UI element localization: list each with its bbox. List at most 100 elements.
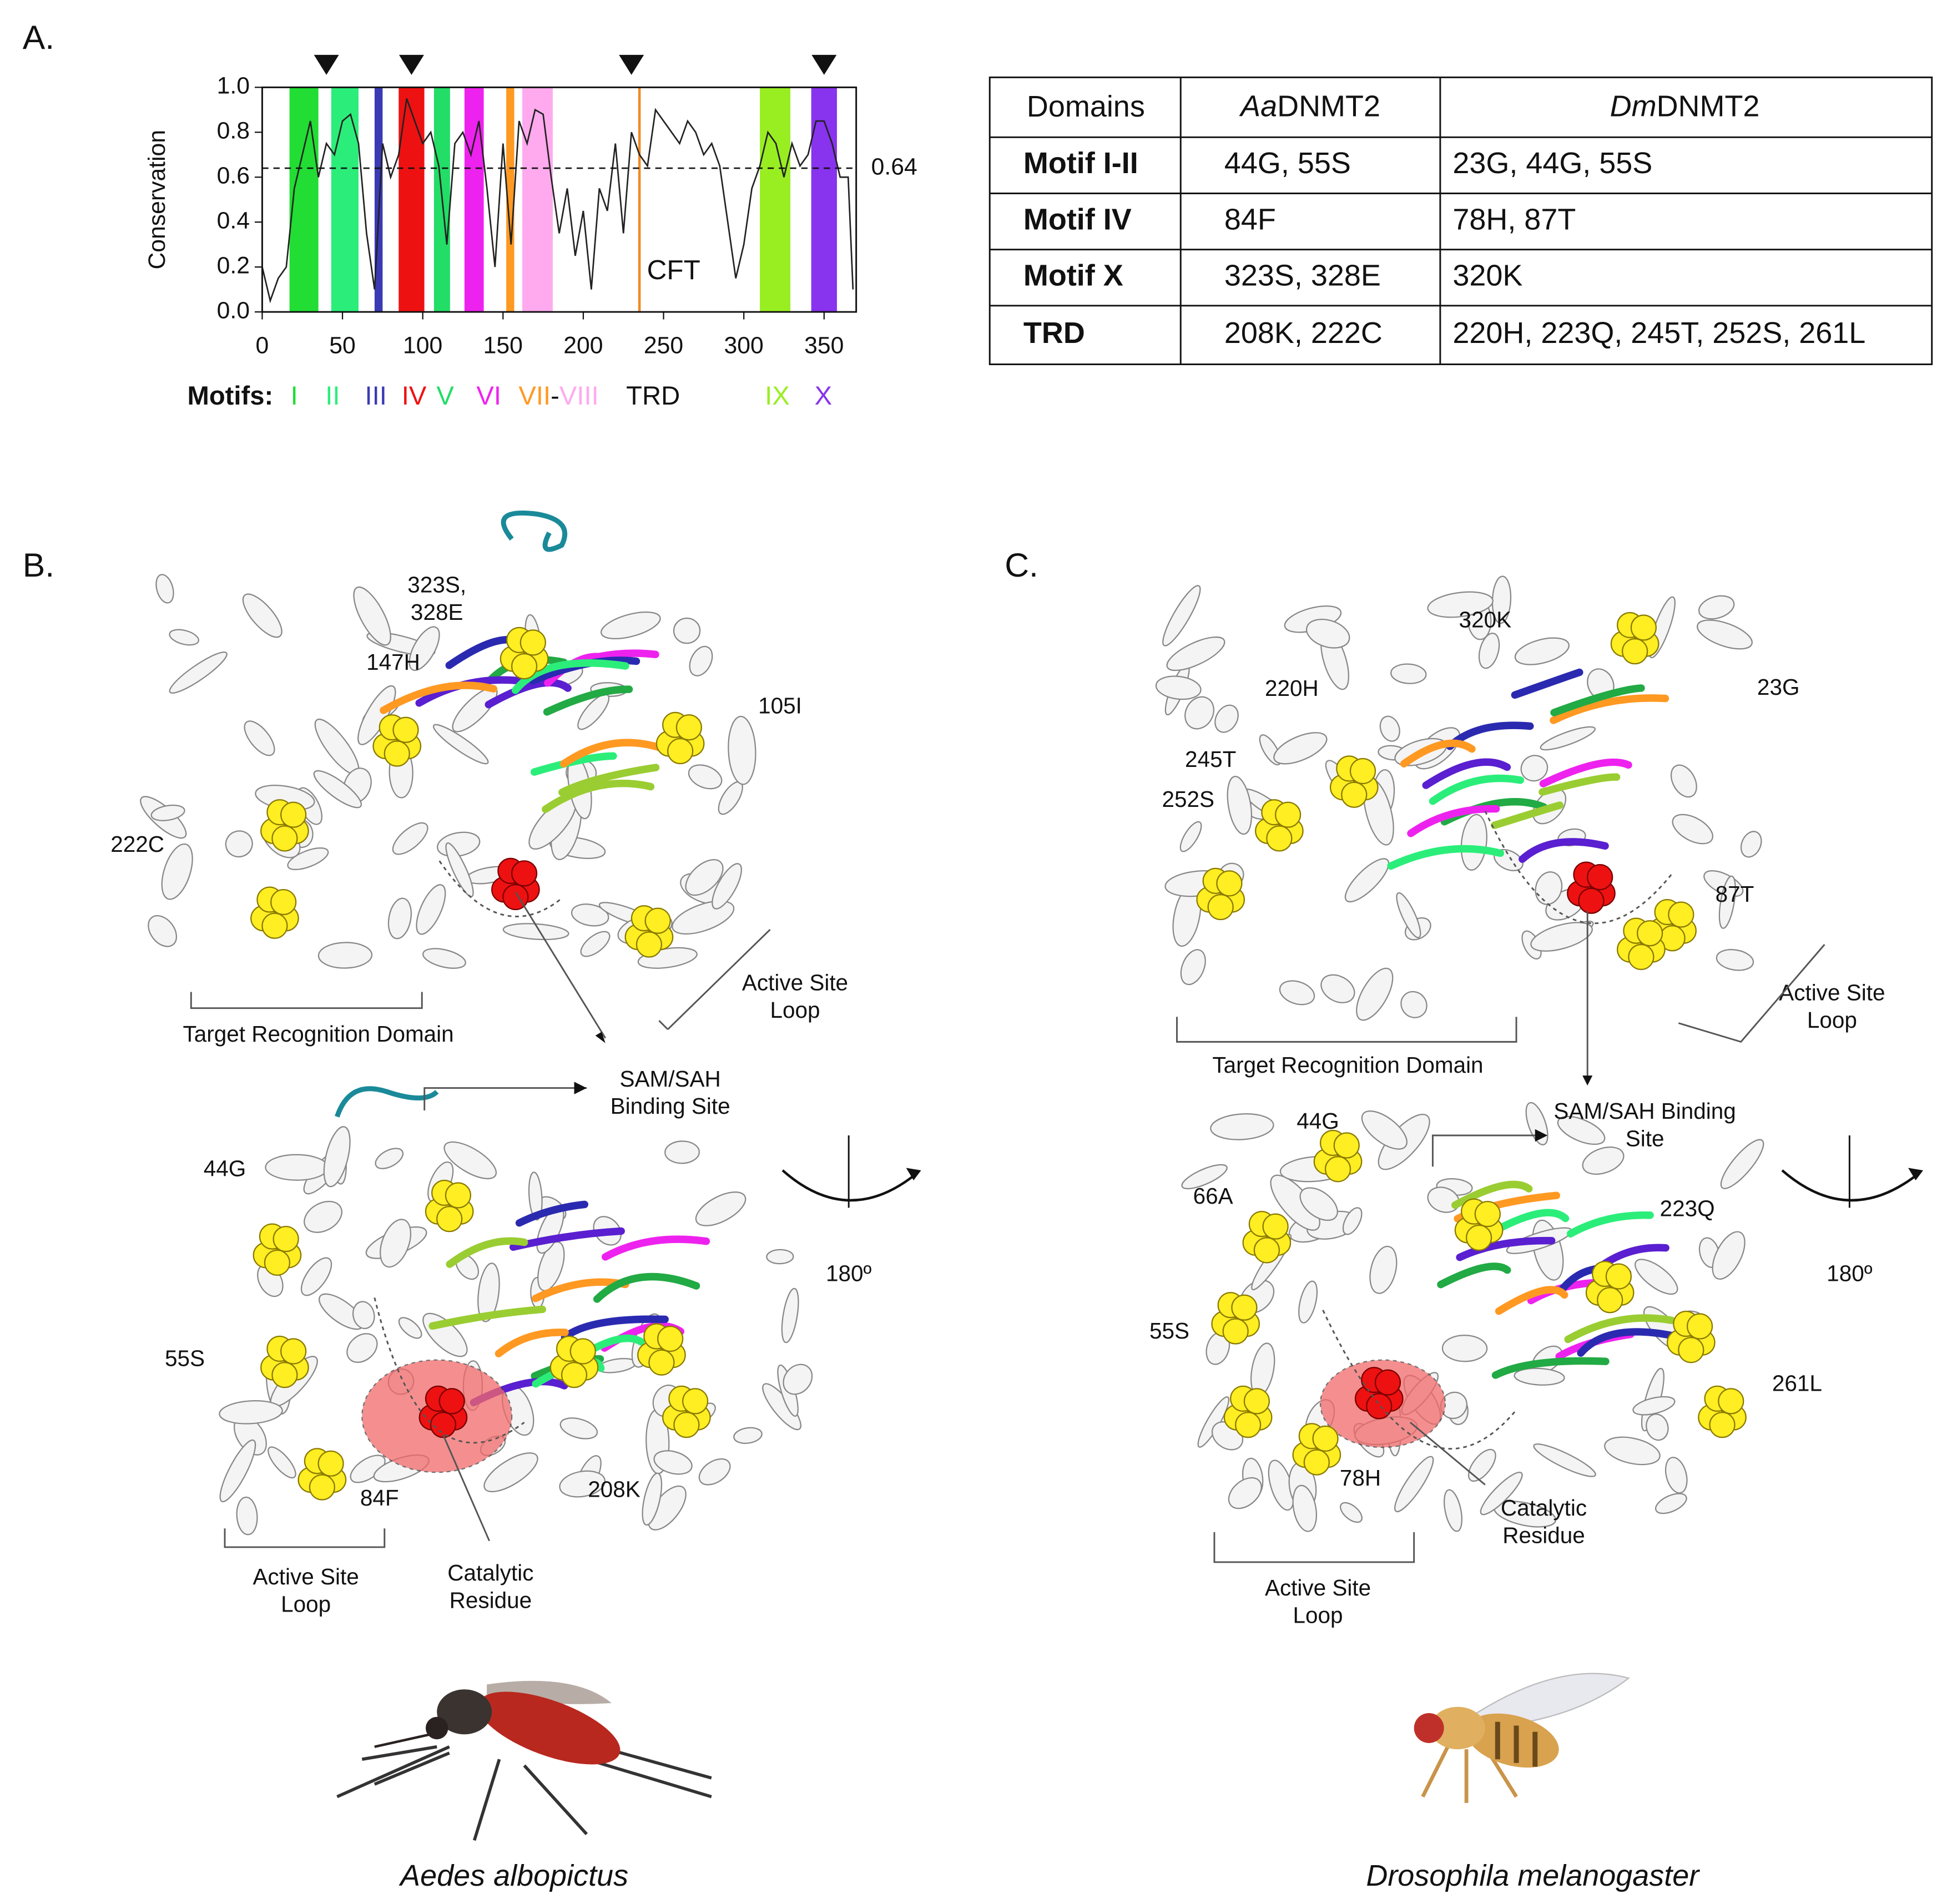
ribbon [1480, 1472, 1523, 1516]
ribbon [559, 1417, 598, 1440]
colored-strand [1495, 1286, 1568, 1315]
annotation: 328E [411, 599, 463, 625]
ribbon [1228, 1477, 1262, 1509]
sphere [1668, 901, 1694, 928]
ribbon [537, 1241, 565, 1291]
x-tick-label: 50 [329, 332, 356, 358]
sphere [430, 1412, 457, 1438]
sphere [1374, 1369, 1401, 1396]
colored-strand [428, 1305, 546, 1330]
sphere [1243, 1388, 1270, 1415]
ribbon [219, 1400, 283, 1425]
x-tick-label: 150 [483, 332, 523, 358]
legend-entry: II [325, 382, 340, 411]
table-cell: 208K, 222C [1224, 316, 1383, 350]
colored-strand [1387, 845, 1505, 870]
sphere [1312, 1425, 1339, 1452]
annotation: Site [1626, 1126, 1664, 1152]
ribbon [375, 1148, 404, 1169]
annotation: Catalytic [1501, 1495, 1587, 1521]
sphere [1341, 781, 1368, 808]
sphere [561, 1362, 588, 1388]
ribbon [1210, 1113, 1274, 1140]
ribbon [313, 770, 362, 809]
motif-band [506, 87, 515, 312]
colored-strand [1451, 1180, 1533, 1209]
ribbon [1720, 1139, 1764, 1189]
ribbon [1604, 1436, 1661, 1466]
ribbon [1635, 1259, 1678, 1295]
ribbon [766, 1249, 794, 1265]
ribbon [236, 1496, 258, 1536]
loop [501, 510, 568, 552]
ribbon [688, 764, 723, 790]
annotation: 320K [1459, 607, 1512, 632]
ribbon [1298, 1280, 1318, 1324]
conservation-line [261, 98, 854, 304]
colored-strand [1400, 739, 1476, 767]
ribbon [1166, 636, 1225, 671]
ribbon [169, 629, 200, 646]
ribbon [1396, 892, 1421, 938]
sphere [1718, 1388, 1744, 1415]
table-cell: Motif I-II [1023, 147, 1138, 180]
sphere [1222, 1318, 1249, 1345]
sphere [1465, 1224, 1492, 1251]
sphere [667, 738, 694, 765]
ribbon [1279, 980, 1315, 1006]
annotation: SAM/SAH [620, 1066, 721, 1092]
ribbon [781, 1287, 799, 1344]
ribbon [432, 724, 489, 765]
table-cell: Motif IV [1023, 203, 1132, 236]
sphere [1578, 887, 1605, 914]
ribbon [1227, 775, 1252, 835]
ribbon [1712, 1231, 1746, 1280]
legend-entry: III [365, 382, 386, 411]
legend-entry: X [815, 382, 832, 411]
ribbon [1273, 732, 1328, 765]
ribbon [1632, 1396, 1676, 1416]
annotation: 180º [826, 1261, 872, 1286]
sphere [436, 1206, 463, 1233]
table-cell: 320K [1452, 259, 1522, 292]
legend-entry: VIII [559, 382, 599, 411]
annotation: 245T [1185, 746, 1236, 772]
colored-strand [1511, 668, 1583, 699]
sphere [1333, 1132, 1360, 1159]
ribbon [601, 611, 661, 640]
ribbon [1427, 591, 1494, 618]
annotation: SAM/SAH Binding [1553, 1098, 1736, 1124]
annotation: 223Q [1660, 1196, 1715, 1221]
colored-strand [543, 685, 633, 716]
table-header: DmDNMT2 [1610, 90, 1760, 123]
sphere [1366, 1393, 1393, 1420]
ribbon [445, 842, 474, 897]
annotation: Active Site [1265, 1575, 1371, 1600]
colored-strand [485, 679, 572, 709]
ribbon [352, 1301, 375, 1330]
colored-strand [1539, 773, 1621, 796]
sphere [1274, 801, 1302, 828]
ribbon [387, 897, 412, 940]
ribbon [580, 931, 611, 957]
colored-strand [1422, 758, 1511, 789]
ribbon [416, 884, 446, 935]
y-tick-label: 0.2 [217, 252, 250, 279]
ribbon [1514, 1367, 1565, 1386]
ribbon [653, 1450, 693, 1475]
colored-strand [602, 1235, 710, 1261]
species-name: Aedes albopictus [399, 1859, 628, 1892]
colored-strand [511, 659, 629, 694]
ribbon [1467, 1448, 1496, 1482]
sphere [1303, 1449, 1330, 1476]
ribbon [1181, 1164, 1228, 1190]
legend-entry: Motifs: [188, 382, 274, 411]
ribbon [443, 1141, 497, 1179]
sphere [1207, 893, 1234, 921]
y-tick-label: 0.4 [217, 207, 250, 234]
sphere [384, 740, 410, 767]
cft-label: CFT [647, 255, 700, 285]
sphere [511, 653, 538, 680]
colored-strand [1429, 774, 1525, 805]
